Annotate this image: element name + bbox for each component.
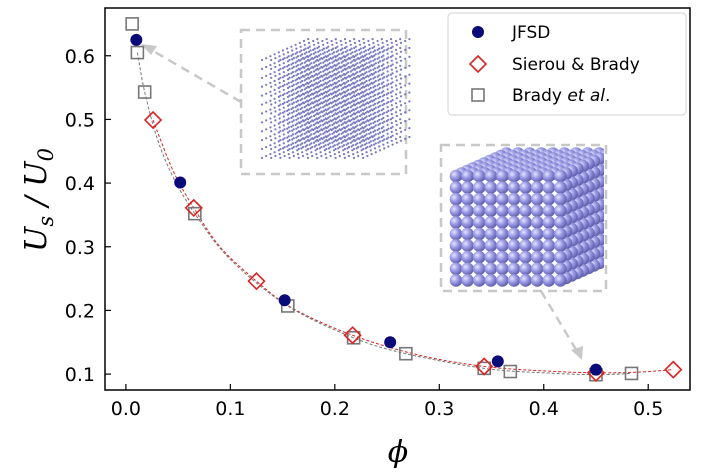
data-markers	[125, 17, 683, 382]
inset-dilute-lattice	[239, 28, 411, 176]
point-jfsd	[384, 336, 397, 349]
x-tick-label: 0.5	[633, 398, 663, 420]
y-tick-label: 0.3	[65, 237, 95, 259]
inset-arrow-dilute	[147, 46, 242, 104]
legend-label-brady-et-al: Brady et al.	[512, 86, 610, 106]
legend-box	[447, 12, 687, 116]
x-axis: 0.0 0.1 0.2 0.3 0.4 0.5	[111, 384, 663, 420]
x-tick-label: 0.0	[111, 398, 141, 420]
point-sierou-brady	[184, 198, 203, 218]
dilute-lattice-image	[260, 38, 411, 159]
point-brady-et-al	[624, 366, 639, 381]
y-tick-label: 0.4	[65, 173, 95, 195]
y-tick-label: 0.6	[65, 46, 95, 68]
dense-lattice-image	[449, 147, 604, 287]
inset-arrow-dense	[539, 290, 580, 354]
point-brady-et-al	[188, 206, 202, 221]
point-sierou-brady	[143, 110, 163, 130]
point-jfsd	[130, 33, 143, 46]
inset-arrow-dense-head	[571, 346, 583, 360]
x-tick-label: 0.1	[215, 398, 245, 420]
legend-marker-jfsd	[472, 26, 484, 38]
point-brady-et-al	[137, 85, 152, 99]
x-tick-label: 0.2	[320, 398, 350, 420]
legend-item-brady-et-al: Brady et al.	[471, 86, 610, 106]
point-sierou-brady	[247, 271, 266, 291]
y-axis-label: Us / U0	[19, 148, 58, 252]
legend: JFSD Sierou & Brady Brady et al.	[447, 12, 687, 116]
legend-label-sierou-brady: Sierou & Brady	[512, 55, 640, 75]
point-brady-et-al	[130, 45, 145, 60]
point-brady-et-al	[399, 346, 413, 361]
legend-marker-sierou-brady	[468, 54, 488, 74]
point-jfsd	[491, 355, 504, 368]
y-tick-label: 0.5	[65, 109, 95, 131]
inset-arrows	[141, 44, 583, 360]
fit-curve-brady-et-al	[136, 52, 632, 376]
x-axis-label: ϕ	[388, 435, 408, 470]
point-jfsd	[589, 363, 602, 376]
y-tick-label: 0.2	[65, 300, 95, 322]
legend-item-jfsd: JFSD	[472, 23, 550, 43]
inset-arrow-dilute-head	[141, 44, 157, 55]
point-sierou-brady	[343, 326, 362, 345]
inset-dense-lattice	[439, 143, 608, 293]
point-jfsd	[174, 176, 187, 189]
point-jfsd	[278, 294, 291, 307]
legend-label-jfsd: JFSD	[511, 23, 550, 43]
point-brady-et-al	[125, 17, 139, 31]
svg-text:Us / U0: Us / U0	[19, 148, 58, 252]
point-sierou-brady	[475, 357, 494, 376]
x-tick-label: 0.4	[529, 398, 559, 420]
legend-marker-brady-et-al	[471, 88, 485, 102]
y-tick-label: 0.1	[65, 364, 95, 386]
point-brady-et-al	[503, 364, 518, 379]
y-axis: 0.1 0.2 0.3 0.4 0.5 0.6	[65, 46, 111, 386]
point-sierou-brady	[664, 360, 683, 379]
x-tick-label: 0.3	[424, 398, 454, 420]
legend-item-sierou-brady: Sierou & Brady	[468, 54, 640, 75]
